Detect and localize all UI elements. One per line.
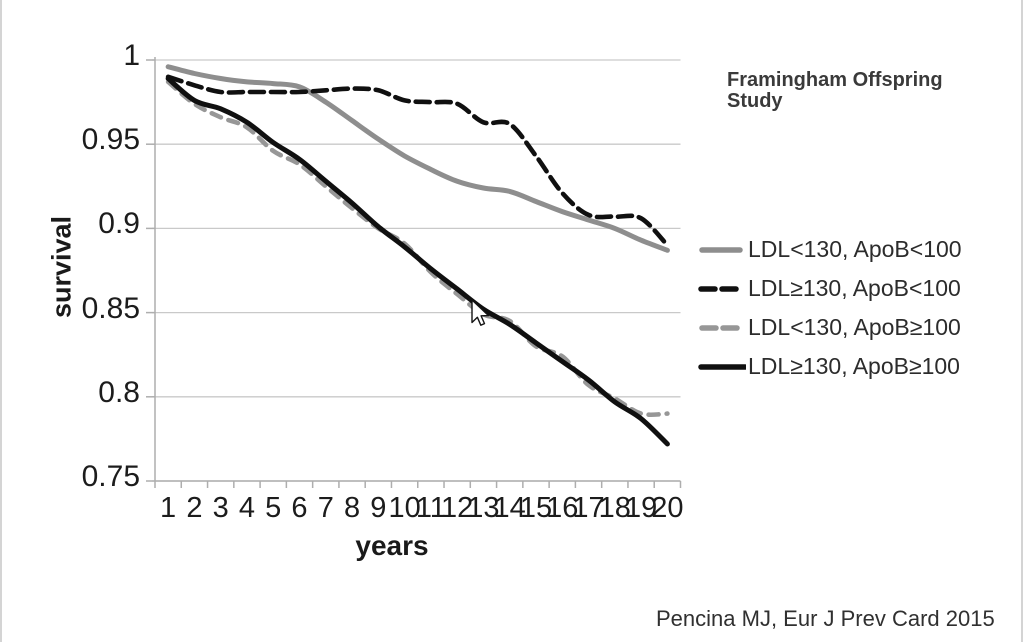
x-tick-label: 3 bbox=[212, 492, 229, 524]
x-tick-label: 14 bbox=[493, 492, 526, 524]
x-tick-label: 15 bbox=[519, 492, 553, 524]
legend-item: LDL<130, ApoB<100 bbox=[698, 230, 962, 269]
x-tick-label: 4 bbox=[238, 492, 256, 524]
legend-swatch bbox=[698, 285, 745, 292]
legend-item: LDL<130, ApoB≥100 bbox=[698, 308, 962, 347]
x-tick-label: 18 bbox=[598, 492, 631, 524]
series-line-3 bbox=[165, 79, 670, 418]
legend-label: LDL<130, ApoB<100 bbox=[748, 236, 962, 262]
y-axis-title: survival bbox=[46, 215, 77, 319]
legend-swatch bbox=[699, 324, 742, 331]
x-tick-label: 2 bbox=[186, 492, 203, 524]
legend-label: LDL<130, ApoB≥100 bbox=[748, 314, 961, 340]
x-tick-label: 19 bbox=[624, 492, 658, 524]
y-tick-label: 0.95 bbox=[81, 123, 140, 156]
x-axis-title: years bbox=[355, 530, 429, 561]
legend-item: LDL≥130, ApoB≥100 bbox=[698, 347, 962, 386]
x-tick-label: 16 bbox=[546, 492, 579, 524]
legend-swatch bbox=[699, 246, 743, 253]
legend-label: LDL≥130, ApoB<100 bbox=[748, 275, 961, 301]
axes bbox=[146, 57, 682, 488]
citation: Pencina MJ, Eur J Prev Card 2015 bbox=[656, 606, 995, 631]
mouse-cursor bbox=[471, 299, 490, 326]
x-tick-label: 13 bbox=[467, 492, 500, 524]
x-tick-label: 6 bbox=[291, 492, 308, 524]
survival-curves bbox=[165, 64, 670, 447]
legend-swatch bbox=[698, 363, 746, 370]
legend-label: LDL≥130, ApoB≥100 bbox=[748, 353, 960, 379]
frame-edge-left bbox=[0, 0, 2, 642]
y-tick-label: 0.8 bbox=[98, 376, 140, 409]
x-tick-label: 12 bbox=[441, 492, 474, 524]
x-tick-label: 11 bbox=[415, 492, 446, 524]
frame-edge-right bbox=[1021, 0, 1023, 642]
x-tick-label: 1 bbox=[160, 492, 177, 524]
x-tick-label: 8 bbox=[344, 492, 361, 524]
x-tick-label: 17 bbox=[572, 492, 605, 524]
x-tick-label: 9 bbox=[370, 492, 387, 524]
x-tick-label: 5 bbox=[265, 492, 282, 524]
legend: LDL<130, ApoB<100 LDL≥130, ApoB<100 LDL<… bbox=[698, 230, 962, 386]
x-tick-label: 7 bbox=[317, 492, 334, 524]
legend-item: LDL≥130, ApoB<100 bbox=[698, 269, 962, 308]
series-line-1 bbox=[165, 64, 670, 253]
x-tick-label: 20 bbox=[651, 492, 684, 524]
y-tick-label: 0.85 bbox=[81, 292, 140, 325]
y-tick-label: 1 bbox=[123, 39, 140, 72]
series-line-4 bbox=[165, 76, 670, 447]
x-tick-label: 10 bbox=[388, 492, 421, 524]
y-tick-label: 0.9 bbox=[98, 207, 140, 240]
chart-title: Framingham Offspring Study bbox=[727, 69, 943, 112]
y-tick-label: 0.75 bbox=[81, 460, 140, 493]
series-line-2 bbox=[165, 74, 670, 248]
